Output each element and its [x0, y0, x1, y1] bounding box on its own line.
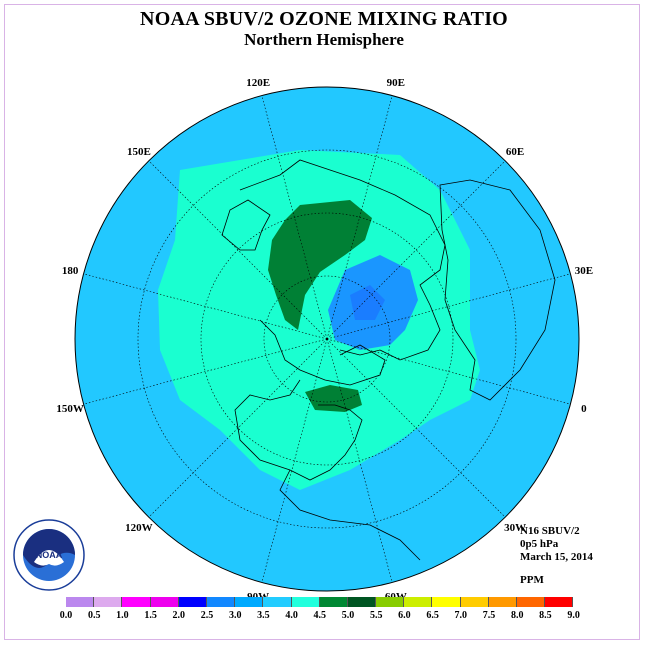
meridian-line [148, 160, 328, 340]
colorbar-label: 0.0 [59, 610, 73, 621]
colorbar-swatch [347, 597, 377, 607]
coastlines [221, 159, 556, 561]
colorbar-label: 6.0 [398, 610, 411, 621]
colorbar-swatch [319, 597, 348, 607]
satellite-label: N16 SBUV/2 [520, 525, 580, 537]
colorbar-label: 2.0 [172, 610, 186, 621]
coastline-central-america [279, 469, 421, 561]
meridian-line [326, 160, 506, 340]
meridian-line [261, 95, 328, 340]
colorbar-swatch [376, 597, 405, 607]
colorbar-swatch [263, 597, 292, 607]
meridian-line [326, 338, 393, 583]
colorbar-label: 1.5 [144, 610, 157, 621]
colorbar-label: 3.5 [257, 610, 270, 621]
colorbar-label: 4.5 [313, 610, 327, 621]
colorbar-label: 3.0 [228, 610, 242, 621]
ozone-band-3p5-4 [158, 150, 480, 490]
map-subtitle: Northern Hemisphere [244, 30, 404, 49]
coastline-arctic [259, 319, 386, 386]
colorbar-swatch [150, 597, 179, 607]
colorbar-label: 4.0 [285, 610, 298, 621]
page-frame [4, 4, 640, 640]
meridian-line [326, 273, 571, 340]
meridian-line [326, 338, 506, 518]
longitude-label: 150W [56, 403, 84, 415]
colorbar [66, 597, 574, 607]
colorbar-label: 1.0 [116, 610, 129, 621]
colorbar-swatch [404, 597, 433, 607]
colorbar-swatch [122, 597, 151, 607]
colorbar-swatch [206, 597, 236, 607]
longitude-label: 60E [506, 146, 524, 158]
coastline-eurasia-north [239, 159, 446, 361]
colorbar-swatch [235, 597, 264, 607]
map-title: NOAA SBUV/2 OZONE MIXING RATIO [140, 8, 508, 30]
coastline-north-america [234, 379, 363, 481]
colorbar-swatch [545, 597, 574, 607]
meridian-line [148, 338, 328, 518]
colorbar-label: 5.5 [369, 610, 383, 621]
map-boundary [74, 86, 580, 592]
ozone-band-4-4p5 [268, 200, 372, 330]
meridian-line [326, 95, 393, 340]
longitude-label: 150E [127, 146, 151, 158]
coastline-europe-africa [439, 179, 556, 401]
colorbar-label: 6.5 [426, 610, 439, 621]
colorbar-swatch [66, 597, 95, 607]
colorbar-swatch [291, 597, 320, 607]
colorbar-label: 7.5 [482, 610, 496, 621]
ozone-band-2p5-3-inner [350, 285, 385, 320]
colorbar-swatch [517, 597, 546, 607]
colorbar-swatch [94, 597, 123, 607]
units-label: PPM [520, 574, 544, 586]
colorbar-label: 2.5 [200, 610, 214, 621]
colorbar-label: 8.0 [510, 610, 524, 621]
colorbar-swatch [460, 597, 489, 607]
meridian-line [326, 338, 571, 405]
longitude-label: 90E [387, 77, 405, 89]
meridian-line [261, 338, 328, 583]
coastline-asia-east [221, 199, 271, 251]
longitude-label: 120W [125, 522, 153, 534]
meridian-line [83, 338, 328, 405]
longitude-label: 0 [581, 403, 587, 415]
graticule [83, 95, 571, 583]
longitude-label: 30E [575, 265, 593, 277]
logo-noaa-text: NOAA [36, 550, 63, 560]
colorbar-swatch [432, 597, 461, 607]
meridian-line [83, 273, 328, 340]
colorbar-label: 8.5 [539, 610, 552, 621]
colorbar-swatch [488, 597, 517, 607]
noaa-logo: NOAA [13, 519, 85, 591]
date-label: March 15, 2014 [520, 551, 593, 563]
map-info: N16 SBUV/2 0p5 hPa March 15, 2014 PPM [520, 525, 593, 587]
colorbar-label: 7.0 [454, 610, 468, 621]
longitude-label: 120E [246, 77, 270, 89]
level-label: 0p5 hPa [520, 538, 559, 550]
colorbar-label: 5.0 [341, 610, 355, 621]
longitude-label: 180 [62, 265, 79, 277]
colorbar-label: 0.5 [87, 610, 101, 621]
colorbar-swatch [178, 597, 207, 607]
longitude-label: 30W [504, 522, 526, 534]
colorbar-labels: 0.0 0.5 1.0 1.5 2.0 2.5 3.0 3.5 4.0 4.5 5.0 5.5 6.0 6… [0, 610, 648, 624]
colorbar-label: 9.0 [567, 610, 580, 621]
